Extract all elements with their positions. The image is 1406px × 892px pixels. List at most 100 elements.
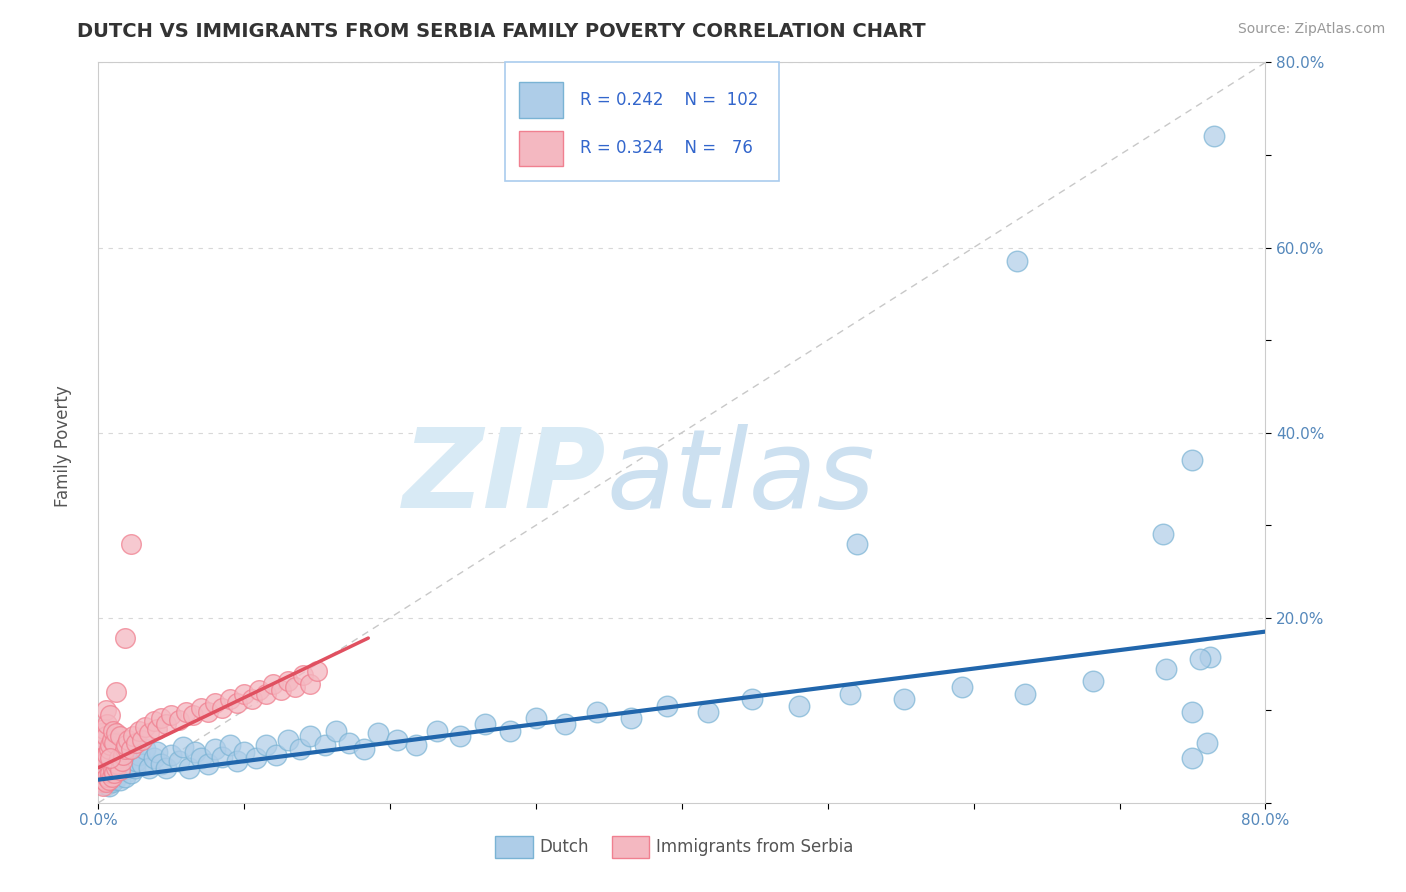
Point (100, 756, 122, 771)
Point (91, 745, 114, 759)
Point (97, 766, 120, 780)
Point (111, 764, 134, 778)
Point (277, 732, 299, 747)
Point (97, 747, 120, 762)
Point (91, 777, 114, 791)
Point (1204, 129, 1226, 144)
Point (893, 692, 915, 706)
Point (387, 732, 409, 747)
Point (405, 739, 427, 753)
Point (111, 754, 134, 768)
FancyBboxPatch shape (495, 836, 533, 858)
Point (197, 705, 219, 719)
Point (90, 775, 112, 789)
Point (118, 751, 141, 765)
Text: atlas: atlas (606, 424, 875, 531)
Point (93, 772, 115, 787)
Point (108, 751, 131, 765)
Point (94, 761, 117, 775)
Point (245, 751, 267, 765)
Point (262, 677, 284, 691)
Point (142, 714, 165, 729)
Point (172, 740, 194, 755)
Point (103, 766, 125, 780)
Text: Immigrants from Serbia: Immigrants from Serbia (657, 838, 853, 856)
Point (167, 754, 190, 768)
Point (284, 680, 307, 694)
Point (108, 761, 131, 775)
Point (122, 729, 145, 743)
Point (142, 751, 165, 765)
Point (98, 751, 121, 765)
Point (105, 756, 128, 771)
Point (586, 705, 609, 719)
Point (104, 726, 127, 740)
Point (104, 749, 127, 764)
Point (620, 711, 643, 725)
Point (91, 764, 114, 778)
Point (240, 692, 263, 706)
Point (100, 775, 122, 789)
Point (697, 705, 720, 719)
Point (115, 749, 138, 764)
Point (94, 729, 117, 743)
Point (120, 766, 142, 780)
Point (93, 751, 115, 765)
Point (298, 677, 321, 691)
Point (1154, 662, 1177, 676)
Point (110, 754, 132, 768)
Point (307, 665, 329, 679)
Point (138, 761, 160, 775)
Point (120, 742, 142, 756)
Point (190, 701, 212, 715)
Point (90, 751, 112, 765)
Text: R = 0.242    N =  102: R = 0.242 N = 102 (581, 91, 759, 109)
Point (112, 756, 135, 771)
Point (96, 717, 118, 731)
Point (94, 775, 117, 789)
Point (1181, 453, 1204, 467)
Point (1195, 736, 1218, 750)
Point (96, 770, 118, 784)
Point (134, 720, 156, 734)
Point (114, 631, 136, 645)
Point (226, 754, 249, 768)
Point (114, 770, 136, 784)
Point (131, 732, 153, 747)
Point (155, 761, 177, 775)
Point (100, 770, 122, 784)
Point (101, 770, 124, 784)
Point (160, 707, 183, 722)
Point (124, 761, 146, 775)
Point (146, 745, 169, 759)
Point (128, 723, 150, 738)
Point (233, 745, 256, 759)
Point (98, 739, 121, 753)
Point (98, 707, 121, 722)
Point (499, 723, 522, 738)
Point (950, 680, 973, 694)
Point (93, 770, 115, 784)
Point (104, 685, 127, 699)
Point (1014, 687, 1036, 701)
Point (117, 761, 139, 775)
Text: R = 0.324    N =   76: R = 0.324 N = 76 (581, 139, 754, 157)
Point (449, 729, 471, 743)
Point (741, 692, 763, 706)
Point (204, 742, 226, 756)
Point (155, 717, 177, 731)
Point (181, 707, 204, 722)
Point (1083, 673, 1105, 688)
Point (183, 745, 205, 759)
Point (89, 745, 111, 759)
Point (167, 713, 190, 727)
Point (1007, 254, 1029, 268)
Point (100, 732, 122, 747)
Point (426, 723, 449, 738)
Point (288, 742, 311, 756)
Point (115, 739, 138, 753)
Point (91, 732, 114, 747)
Point (105, 751, 128, 765)
Point (554, 717, 576, 731)
FancyBboxPatch shape (612, 836, 650, 858)
